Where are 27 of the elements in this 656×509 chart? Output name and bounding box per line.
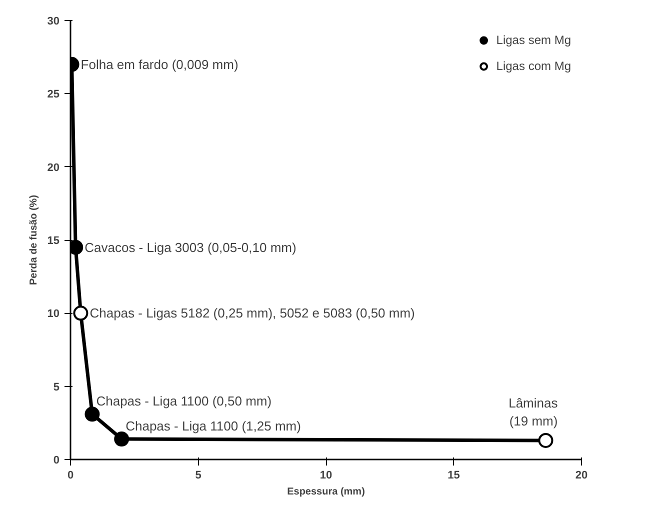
y-tick-label: 10 (47, 308, 60, 320)
x-tick-label: 0 (67, 470, 74, 482)
x-tick-label: 15 (448, 470, 460, 482)
legend-label: Ligas com Mg (496, 59, 571, 73)
point (73, 306, 88, 321)
point (70, 240, 84, 255)
y-tick-label: 0 (53, 454, 60, 466)
legend-label: Ligas sem Mg (496, 33, 571, 47)
annotation: Cavacos - Liga 3003 (0,05-0,10 mm) (84, 240, 296, 255)
annotation: Chapas - Liga 1100 (1,25 mm) (126, 418, 301, 434)
x-tick-label: 5 (195, 470, 202, 482)
y-tick-label: 15 (47, 235, 60, 247)
annotation: Folha em fardo (0,009 mm) (80, 56, 238, 72)
x-tick-label: 20 (575, 470, 588, 482)
annotation: Chapas - Ligas 5182 (0,25 mm), 5052 e 5083 (0,50 mm) (90, 306, 415, 321)
x-tick-label: 10 (320, 470, 332, 482)
y-tick-label: 30 (47, 16, 60, 28)
annotation: Lâminas (19 mm) (508, 395, 558, 428)
y-tick-label: 25 (47, 88, 60, 101)
annotation: Chapas - Liga 1100 (0,50 mm) (96, 394, 272, 409)
point (538, 432, 554, 448)
x-axis-title: Espessura (mm) (287, 486, 365, 498)
point (114, 432, 130, 446)
point (84, 406, 100, 422)
y-tick-label: 5 (53, 381, 60, 394)
y-tick-label: 20 (47, 162, 60, 174)
y-axis-title: Perda de fusão (%) (28, 194, 40, 286)
